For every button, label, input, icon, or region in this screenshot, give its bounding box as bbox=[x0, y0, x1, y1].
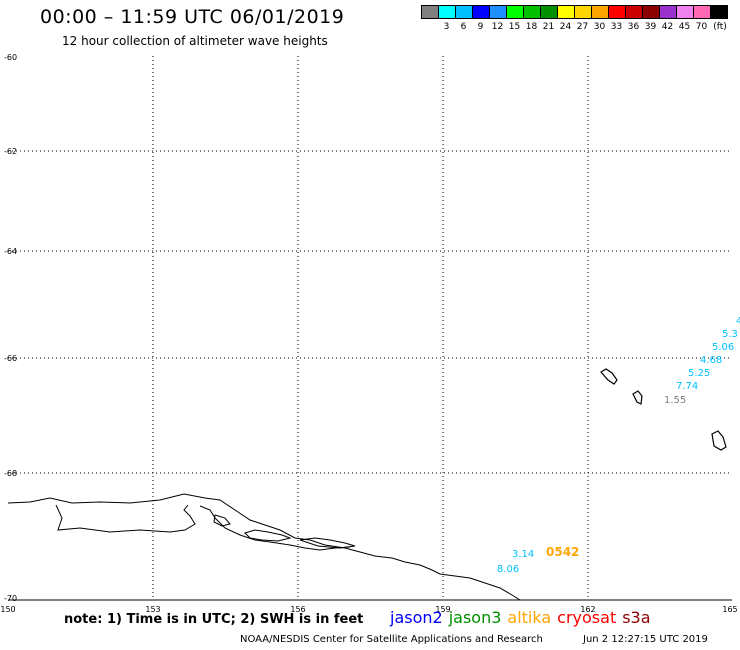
wave-label: 4.68 bbox=[700, 355, 722, 366]
lon-label: 150 bbox=[0, 605, 15, 614]
color-legend-labels: 3 6 9 12 15 18 21 24 27 30 33 36 39 42 45 70 (ft) bbox=[421, 22, 740, 34]
lon-label: 156 bbox=[290, 605, 305, 614]
ice-shelf bbox=[55, 504, 351, 551]
pass-time-label: 0542 bbox=[546, 545, 579, 559]
legend-label: 36 bbox=[627, 22, 640, 32]
legend-label: 18 bbox=[525, 22, 538, 32]
lat-labels: -60 -62 -64 -66 -68 -70 bbox=[4, 53, 17, 603]
legend-label: 27 bbox=[576, 22, 589, 32]
wave-label: 5.3 bbox=[722, 329, 738, 340]
lat-label: -62 bbox=[4, 147, 17, 156]
legend-label: 39 bbox=[644, 22, 657, 32]
legend-label: 70 bbox=[695, 22, 708, 32]
legend-label: 30 bbox=[593, 22, 606, 32]
lon-label: 153 bbox=[145, 605, 160, 614]
legend-label: 33 bbox=[610, 22, 623, 32]
footer-note: note: 1) Time is in UTC; 2) SWH is in fe… bbox=[64, 612, 364, 627]
wave-height-labels: 4 5.3 5.06 4.68 5.25 7.74 1.55 3.14 8.06… bbox=[497, 316, 740, 575]
wave-label: 8.06 bbox=[497, 564, 519, 575]
satellite-name: s3a bbox=[622, 608, 651, 627]
satellite-name: jason3 bbox=[448, 608, 502, 627]
legend-label: 9 bbox=[477, 22, 484, 32]
lat-label: -66 bbox=[4, 354, 17, 363]
ice-tongue bbox=[244, 529, 292, 542]
map-title: 00:00 – 11:59 UTC 06/01/2019 bbox=[40, 6, 345, 28]
lat-label: -68 bbox=[4, 469, 17, 478]
legend-label: 21 bbox=[542, 22, 555, 32]
island-outline bbox=[213, 514, 231, 527]
graticule bbox=[8, 56, 732, 600]
satellite-name: jason2 bbox=[390, 608, 443, 627]
wave-label: 3.14 bbox=[512, 549, 534, 560]
ice-tongue bbox=[299, 537, 356, 549]
legend-unit: (ft) bbox=[713, 22, 727, 32]
satellite-name: altika bbox=[507, 608, 552, 627]
legend-label: 42 bbox=[661, 22, 674, 32]
legend-label: 24 bbox=[559, 22, 572, 32]
lon-labels: 150 153 156 159 162 165 bbox=[0, 605, 737, 614]
legend-swatch bbox=[710, 5, 728, 19]
map-subtitle: 12 hour collection of altimeter wave hei… bbox=[62, 34, 328, 48]
satellite-name: cryosat bbox=[557, 608, 617, 627]
island-outline bbox=[632, 390, 643, 405]
generation-timestamp: Jun 2 12:27:15 UTC 2019 bbox=[583, 634, 708, 645]
wave-label: 5.25 bbox=[688, 368, 710, 379]
credit-line: NOAA/NESDIS Center for Satellite Applica… bbox=[240, 634, 543, 645]
coastline bbox=[7, 493, 521, 601]
legend-label: 6 bbox=[460, 22, 467, 32]
plot-frame bbox=[7, 55, 733, 601]
legend-label: 45 bbox=[678, 22, 691, 32]
satellite-legend: jason2 jason3 altika cryosat s3a bbox=[390, 608, 657, 627]
wave-label: 7.74 bbox=[676, 381, 698, 392]
lat-label: -64 bbox=[4, 247, 17, 256]
wave-label: 1.55 bbox=[664, 395, 686, 406]
wave-label: 5.06 bbox=[712, 342, 734, 353]
legend-label: 3 bbox=[443, 22, 450, 32]
legend-label: 15 bbox=[508, 22, 521, 32]
color-legend bbox=[421, 5, 728, 19]
legend-label: 12 bbox=[491, 22, 504, 32]
lon-label: 162 bbox=[580, 605, 595, 614]
lat-label: -60 bbox=[4, 53, 17, 62]
island-outline bbox=[600, 368, 618, 385]
wave-label: 4 bbox=[736, 316, 740, 327]
lon-label: 159 bbox=[435, 605, 450, 614]
island-outline bbox=[711, 430, 727, 451]
lon-label: 165 bbox=[722, 605, 737, 614]
lat-label: -70 bbox=[4, 594, 17, 603]
